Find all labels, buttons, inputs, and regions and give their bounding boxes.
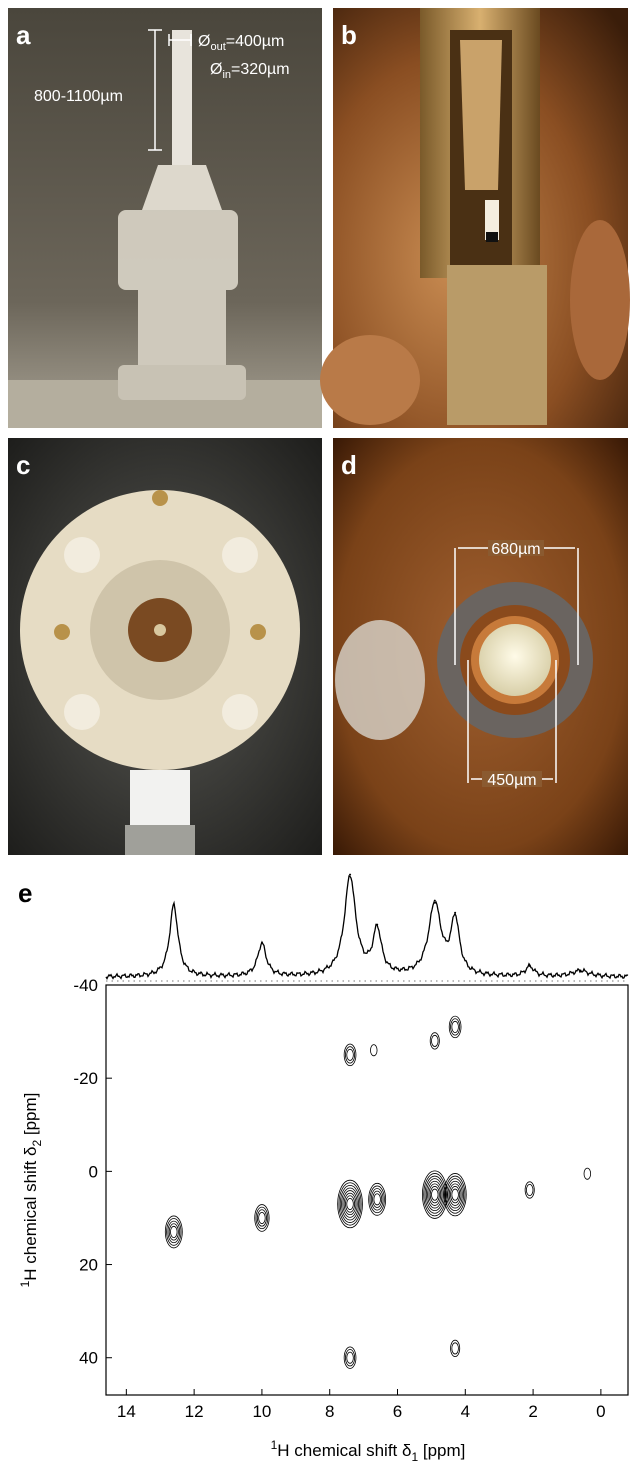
x-tick-label: 10 <box>252 1402 271 1421</box>
projection-peak <box>529 965 531 967</box>
panel-label: e <box>18 878 32 908</box>
contour-line <box>347 1049 354 1060</box>
contour-line <box>526 1184 533 1195</box>
dimension: 450µm <box>487 772 536 789</box>
x-tick-label: 6 <box>393 1402 402 1421</box>
contour-line <box>256 1207 268 1229</box>
x-tick-label: 4 <box>461 1402 470 1421</box>
cross-peak <box>430 1033 439 1049</box>
cross-peak <box>449 1016 461 1038</box>
cross-peak <box>369 1183 386 1215</box>
contour-line <box>255 1205 269 1232</box>
y-tick-label: 0 <box>89 1162 98 1181</box>
contour-line <box>449 1184 461 1206</box>
contour-line <box>374 1194 381 1205</box>
projection-peak <box>173 904 175 906</box>
x-tick-label: 0 <box>596 1402 605 1421</box>
cross-peak <box>344 1347 356 1369</box>
panel-label: a <box>16 20 31 50</box>
contour-line <box>431 1189 438 1200</box>
x-axis-label: 1H chemical shift δ1 [ppm] <box>271 1438 466 1464</box>
contour-line <box>339 1183 361 1225</box>
projection-peak <box>454 912 456 914</box>
contour-line <box>344 1193 356 1215</box>
cross-peak <box>344 1044 356 1066</box>
contour-line <box>347 1352 354 1363</box>
y-axis-label: 1H chemical shift δ2 [ppm] <box>18 1093 44 1288</box>
projection-peak <box>376 924 378 926</box>
x-tick-label: 2 <box>528 1402 537 1421</box>
cross-peak <box>525 1182 534 1198</box>
cross-peak <box>370 1045 377 1056</box>
figure: a Øout=400µm Øin=320µm 800-1100µm b c <box>0 0 636 1471</box>
dimension: 800-1100µm <box>34 88 123 105</box>
plot-frame <box>106 985 628 1395</box>
x-tick-label: 14 <box>117 1402 136 1421</box>
contour-line <box>168 1221 180 1243</box>
projection-peak <box>349 874 351 876</box>
x-tick-label: 12 <box>185 1402 204 1421</box>
contour-line <box>344 1044 356 1066</box>
cross-peak <box>165 1216 182 1248</box>
contour-line <box>429 1184 441 1206</box>
cross-peak <box>338 1180 363 1228</box>
cross-peak <box>584 1168 591 1179</box>
y-tick-label: 20 <box>79 1256 98 1275</box>
photo-a: a Øout=400µm Øin=320µm 800-1100µm <box>8 8 322 428</box>
y-tick-label: -40 <box>73 976 98 995</box>
contour-line <box>370 1045 377 1056</box>
contour-line <box>170 1226 177 1237</box>
panel-label: c <box>16 450 30 480</box>
projection-peak <box>434 900 436 902</box>
contour-line <box>167 1219 181 1246</box>
panel-label: b <box>341 20 357 50</box>
x-tick-label: 8 <box>325 1402 334 1421</box>
projection-peak <box>580 969 582 971</box>
photo-d: d 680µm 450µm <box>333 438 628 855</box>
photo-b: b <box>320 8 630 428</box>
projection-trace <box>106 876 628 979</box>
contour-line <box>259 1212 266 1223</box>
contour-line <box>347 1198 354 1209</box>
contour-line <box>452 1343 459 1354</box>
contour-line <box>424 1173 446 1215</box>
contour-line <box>371 1189 383 1211</box>
contour-line <box>452 1021 459 1032</box>
contour-line <box>370 1186 384 1213</box>
contour-line <box>431 1035 438 1046</box>
contour-line <box>449 1016 461 1038</box>
cross-peak <box>255 1205 269 1232</box>
projection-peak <box>261 942 263 944</box>
cross-peak <box>422 1171 447 1219</box>
cross-peak <box>451 1340 460 1356</box>
y-tick-label: -20 <box>73 1069 98 1088</box>
contour-line <box>344 1347 356 1369</box>
dimension: 680µm <box>491 541 540 558</box>
y-tick-label: 40 <box>79 1349 98 1368</box>
contour-line <box>452 1189 459 1200</box>
contour-line <box>343 1191 357 1218</box>
photo-c: c <box>8 438 322 855</box>
panel-label: d <box>341 450 357 480</box>
contour-line <box>584 1168 591 1179</box>
contour-line <box>448 1181 462 1208</box>
contour-line <box>428 1181 442 1208</box>
